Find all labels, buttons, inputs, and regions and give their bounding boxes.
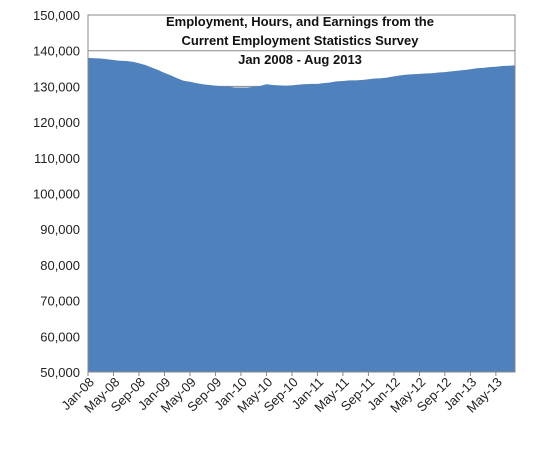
y-tick-label: 80,000	[40, 258, 80, 273]
y-tick-label: 70,000	[40, 294, 80, 309]
chart-title: Employment, Hours, and Earnings from the…	[166, 14, 434, 48]
area	[88, 57, 515, 373]
y-tick-label: 110,000	[34, 151, 80, 166]
y-tick-label: 140,000	[33, 44, 80, 59]
y-tick-label: 90,000	[40, 222, 80, 237]
plot-border	[87, 14, 516, 373]
y-tick-label: 60,000	[40, 329, 80, 344]
chart-subtitle: Jan 2008 - Aug 2013	[238, 52, 362, 67]
y-tick-label: 130,000	[33, 79, 80, 94]
y-tick-label: 120,000	[33, 115, 80, 130]
y-tick-label: 100,000	[33, 187, 80, 202]
y-tick-label: 50,000	[40, 365, 80, 380]
y-tick-label: 150,000	[33, 8, 80, 23]
